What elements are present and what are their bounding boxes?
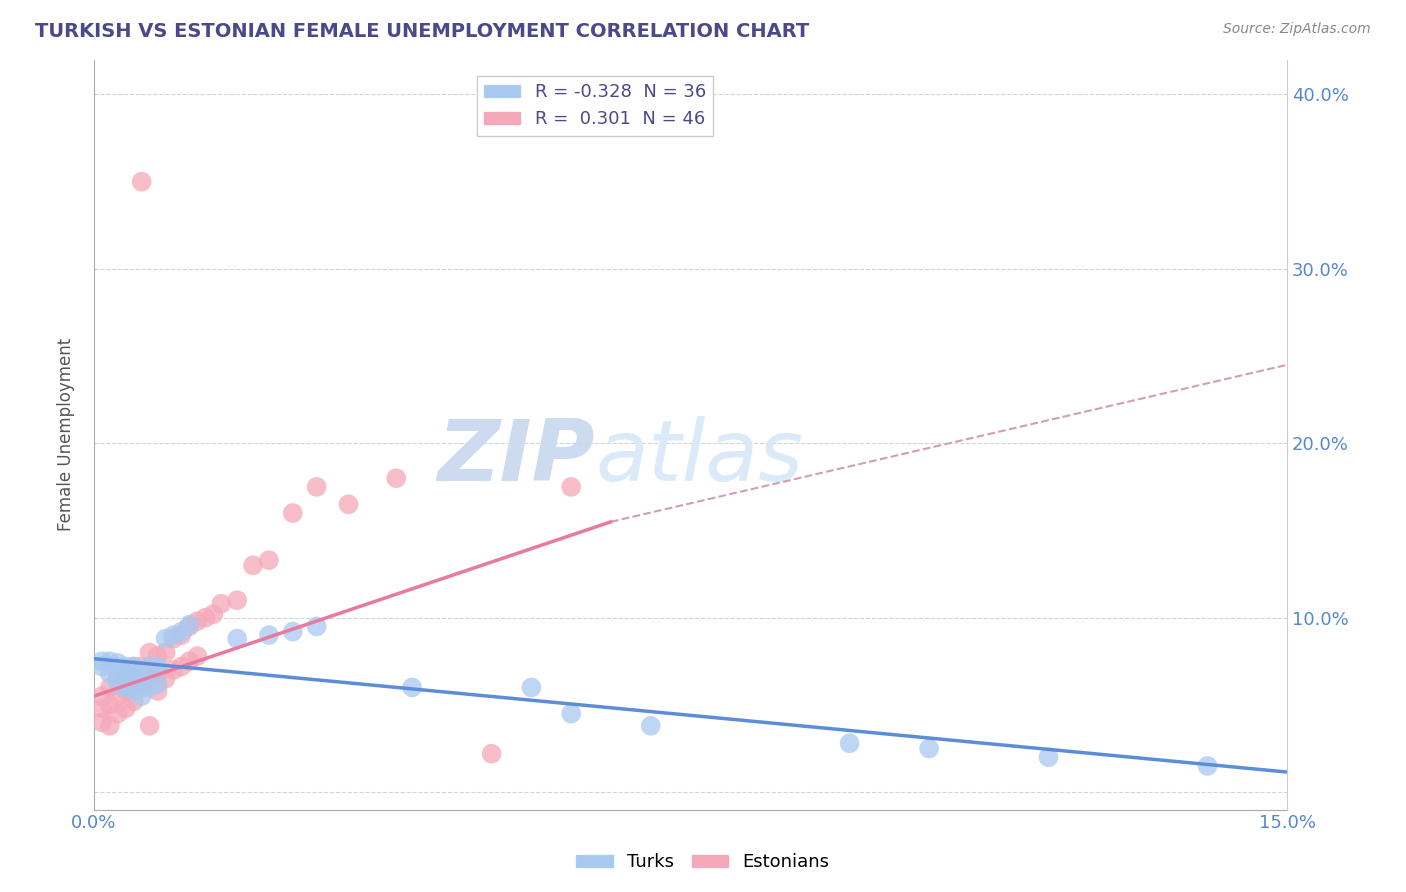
Point [138,672,160,686]
Point [138,659,160,673]
Point [90,701,112,715]
Point [186,614,208,628]
Point [209,597,232,611]
Point [114,670,136,684]
Point [90,715,112,730]
Y-axis label: Female Unemployment: Female Unemployment [58,338,75,532]
Point [385,471,408,485]
Point [131,677,153,691]
Point [114,659,136,673]
Text: Source: ZipAtlas.com: Source: ZipAtlas.com [1223,22,1371,37]
Point [131,659,153,673]
Point [305,480,328,494]
Point [90,689,112,703]
Point [107,672,129,686]
Point [640,719,662,733]
Point [131,689,153,703]
Legend: R = -0.328  N = 36, R =  0.301  N = 46: R = -0.328 N = 36, R = 0.301 N = 46 [477,76,713,136]
Point [107,706,129,721]
Point [281,624,304,639]
Point [838,736,860,750]
Point [146,677,169,691]
Point [122,659,145,673]
Text: ZIP: ZIP [437,416,595,499]
Point [1038,750,1060,764]
Point [131,681,153,695]
Point [170,624,193,639]
Point [257,553,280,567]
Point [918,741,941,756]
Point [146,684,169,698]
Point [226,593,249,607]
Point [98,719,121,733]
Point [138,646,160,660]
Point [179,654,201,668]
Text: atlas: atlas [595,416,803,499]
Text: TURKISH VS ESTONIAN FEMALE UNEMPLOYMENT CORRELATION CHART: TURKISH VS ESTONIAN FEMALE UNEMPLOYMENT … [35,22,810,41]
Point [107,666,129,681]
Point [162,632,184,646]
Point [122,677,145,691]
Point [146,666,169,681]
Point [202,607,225,622]
Point [1197,759,1219,773]
Point [226,632,249,646]
Point [131,175,153,189]
Legend: Turks, Estonians: Turks, Estonians [569,847,837,879]
Point [90,654,112,668]
Point [560,480,582,494]
Point [242,558,264,573]
Point [138,719,160,733]
Point [114,666,136,681]
Point [98,654,121,668]
Point [520,681,543,695]
Point [179,617,201,632]
Point [98,698,121,712]
Point [122,672,145,686]
Point [281,506,304,520]
Point [305,619,328,633]
Point [114,701,136,715]
Point [257,628,280,642]
Point [122,684,145,698]
Point [162,628,184,642]
Point [146,659,169,673]
Point [186,648,208,663]
Point [131,666,153,681]
Point [90,659,112,673]
Point [337,497,360,511]
Point [107,689,129,703]
Point [155,632,177,646]
Point [560,706,582,721]
Point [155,646,177,660]
Point [107,677,129,691]
Point [122,694,145,708]
Point [98,681,121,695]
Point [146,648,169,663]
Point [162,663,184,677]
Point [481,747,503,761]
Point [194,610,217,624]
Point [114,681,136,695]
Point [155,672,177,686]
Point [170,628,193,642]
Point [138,681,160,695]
Point [401,681,423,695]
Point [122,659,145,673]
Point [179,619,201,633]
Point [170,659,193,673]
Point [107,656,129,670]
Point [114,684,136,698]
Point [98,666,121,681]
